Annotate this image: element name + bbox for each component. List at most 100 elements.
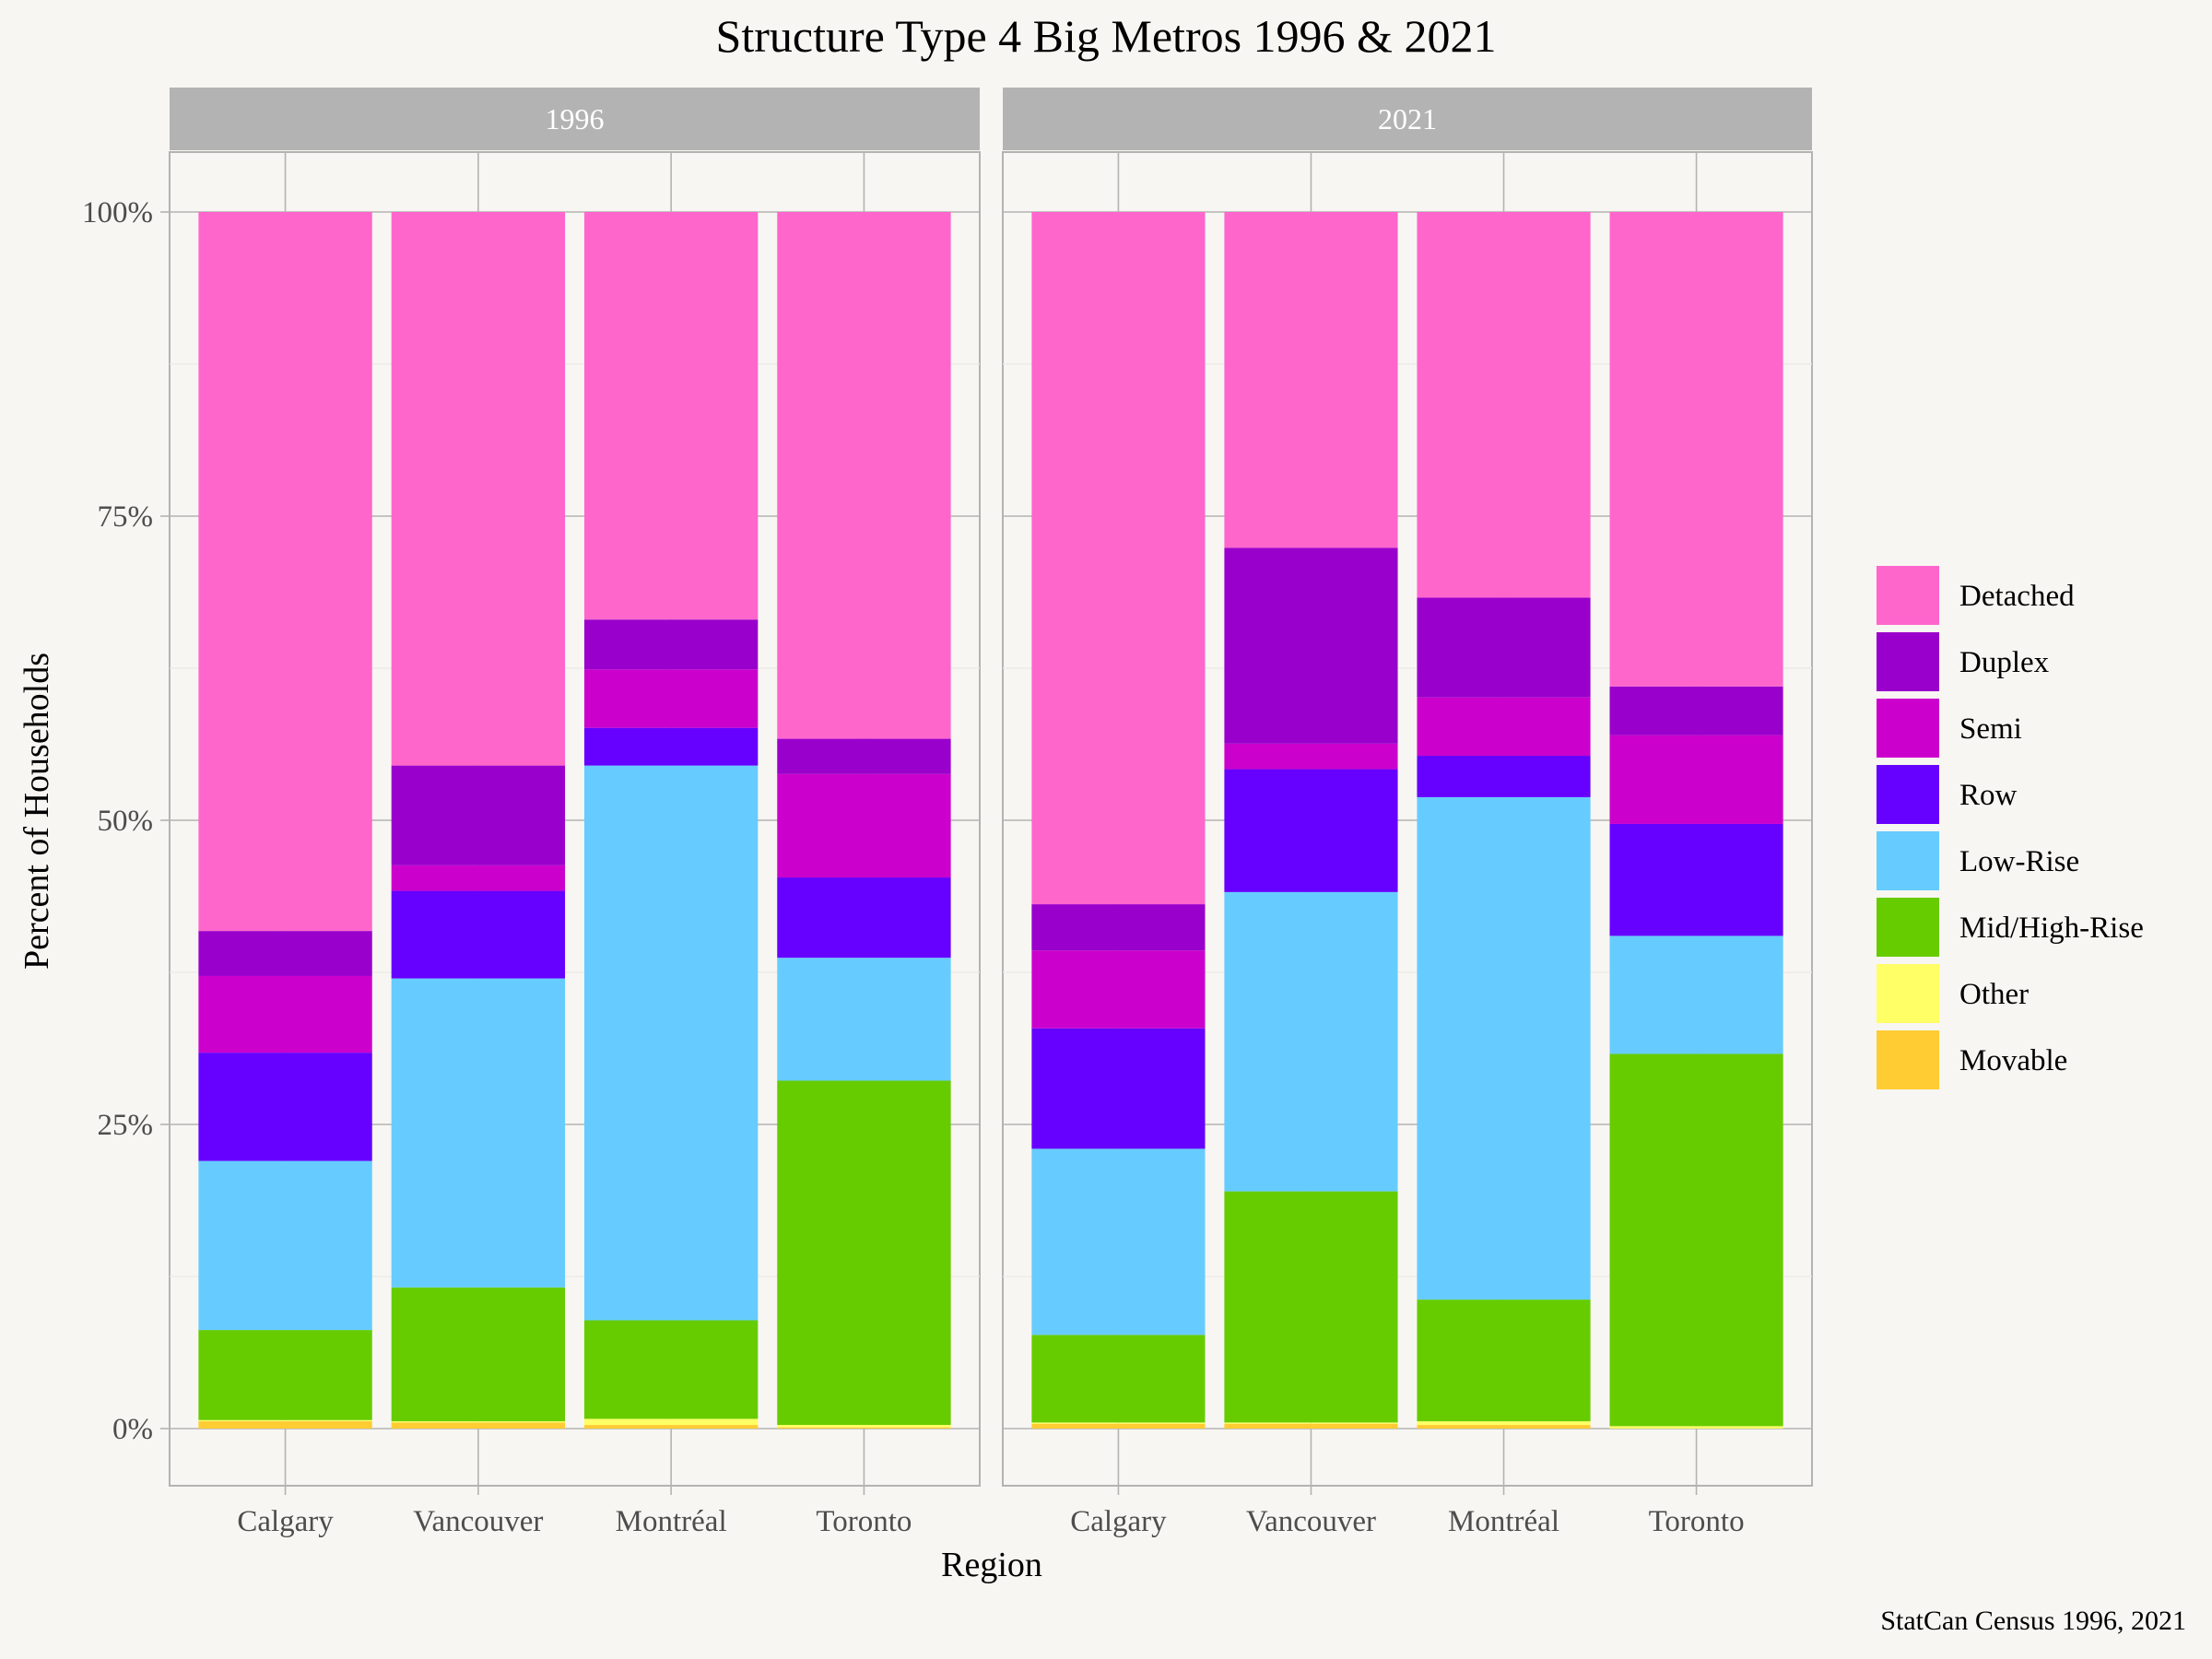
bar-segment-semi — [391, 865, 566, 891]
y-tick-label: 50% — [98, 805, 154, 838]
bar-segment-duplex — [1417, 597, 1591, 698]
bar-segment-semi — [198, 975, 372, 1053]
legend-label: Low-Rise — [1959, 845, 2079, 878]
legend-item-other: Other — [1877, 964, 2029, 1023]
legend-label: Semi — [1959, 712, 2022, 746]
legend-item-duplex: Duplex — [1877, 632, 2050, 691]
bar-segment-duplex — [1609, 686, 1783, 735]
bar-segment-duplex — [583, 619, 759, 670]
bar-segment-mid-high-rise — [1417, 1300, 1591, 1422]
legend-label: Duplex — [1959, 646, 2050, 679]
bar-segment-semi — [583, 669, 759, 728]
bar-segment-detached — [1609, 212, 1783, 687]
legend-key — [1877, 1030, 1939, 1089]
bar-segment-mid-high-rise — [1609, 1053, 1783, 1427]
bar-segment-mid-high-rise — [583, 1320, 759, 1419]
legend-label: Movable — [1959, 1044, 2067, 1077]
bar-segment-low-rise — [1417, 796, 1591, 1300]
x-axis-title: Region — [941, 1546, 1042, 1584]
bar-segment-other — [1417, 1421, 1591, 1426]
legend-key — [1877, 765, 1939, 824]
facet-strip — [170, 88, 980, 150]
y-tick-label: 0% — [112, 1413, 153, 1446]
x-tick-label: Toronto — [816, 1505, 912, 1538]
bar-segment-other — [777, 1425, 951, 1428]
legend: Detached Duplex Semi Row Low-Rise Mid/High-Ri… — [1877, 566, 2144, 1089]
bar-stack-toronto-2021 — [1609, 212, 1783, 1429]
legend-key — [1877, 632, 1939, 691]
bar-stack-montreal-1996 — [583, 212, 759, 1429]
y-tick-label: 75% — [98, 500, 154, 534]
bar-segment-detached — [1031, 212, 1206, 905]
bar-segment-semi — [1609, 735, 1783, 824]
legend-label: Mid/High-Rise — [1959, 912, 2144, 945]
bar-segment-row — [391, 890, 566, 979]
legend-item-detached: Detached — [1877, 566, 2075, 625]
bar-segment-low-rise — [1609, 935, 1783, 1054]
legend-key — [1877, 964, 1939, 1023]
bar-segment-other — [1031, 1422, 1206, 1424]
facet-panel-1996: 1996 Calgary Vancouver Montréal Toronto — [169, 88, 981, 1538]
x-tick-label: Vancouver — [1246, 1505, 1376, 1538]
y-axis-title: Percent of Households — [18, 653, 56, 970]
bar-segment-mid-high-rise — [198, 1330, 372, 1420]
facet-panels: 1996 Calgary Vancouver Montréal Toronto 2021 C… — [82, 88, 1813, 1538]
bar-segment-duplex — [1031, 904, 1206, 951]
x-tick-label: Toronto — [1649, 1505, 1745, 1538]
bar-segment-movable — [391, 1422, 566, 1429]
bar-segment-semi — [1031, 950, 1206, 1029]
legend-label: Detached — [1959, 580, 2075, 613]
bar-segment-row — [1417, 756, 1591, 797]
y-axis: 0% 25% 50% 75% 100% — [82, 196, 170, 1446]
bar-segment-other — [198, 1419, 372, 1422]
bar-segment-duplex — [198, 931, 372, 976]
bar-stack-calgary-2021 — [1031, 212, 1206, 1429]
y-tick-label: 25% — [98, 1109, 154, 1142]
bar-segment-low-rise — [198, 1160, 372, 1331]
bar-segment-semi — [1417, 697, 1591, 757]
bar-segment-mid-high-rise — [1031, 1335, 1206, 1423]
bar-segment-detached — [583, 212, 759, 620]
panel-border — [169, 151, 981, 1487]
x-tick-label: Montréal — [616, 1505, 727, 1538]
legend-item-movable: Movable — [1877, 1030, 2067, 1089]
bar-segment-row — [777, 877, 951, 959]
bar-stack-vancouver-1996 — [391, 212, 566, 1429]
facet-strip — [1003, 88, 1812, 150]
panel-border — [1002, 151, 1813, 1487]
bar-segment-movable — [1417, 1425, 1591, 1429]
bar-segment-detached — [1417, 212, 1591, 598]
legend-item-low-rise: Low-Rise — [1877, 831, 2079, 890]
bar-stack-toronto-1996 — [777, 212, 951, 1429]
bar-segment-row — [1609, 823, 1783, 936]
bar-segment-duplex — [1224, 547, 1398, 744]
bar-segment-row — [1224, 769, 1398, 892]
source-caption: StatCan Census 1996, 2021 — [1880, 1606, 2186, 1636]
chart-title: Structure Type 4 Big Metros 1996 & 2021 — [716, 10, 1497, 62]
bar-segment-other — [583, 1418, 759, 1426]
bar-segment-movable — [583, 1425, 759, 1429]
bar-segment-movable — [1224, 1423, 1398, 1429]
bar-stack-calgary-1996 — [198, 212, 372, 1429]
facet-strip-label: 1996 — [546, 102, 605, 135]
bar-segment-duplex — [391, 765, 566, 865]
bar-stack-vancouver-2021 — [1224, 212, 1398, 1429]
bar-segment-semi — [777, 773, 951, 878]
bar-segment-detached — [1224, 212, 1398, 548]
bar-segment-detached — [198, 212, 372, 932]
bar-segment-detached — [777, 212, 951, 739]
legend-item-semi: Semi — [1877, 699, 2022, 758]
bar-segment-mid-high-rise — [777, 1080, 951, 1426]
bar-segment-row — [1031, 1028, 1206, 1149]
bar-segment-mid-high-rise — [391, 1287, 566, 1422]
legend-item-mid-high-rise: Mid/High-Rise — [1877, 898, 2144, 957]
bar-segment-semi — [1224, 743, 1398, 770]
x-tick-label: Vancouver — [413, 1505, 543, 1538]
bar-segment-movable — [1031, 1423, 1206, 1429]
legend-label: Row — [1959, 779, 2018, 812]
legend-label: Other — [1959, 978, 2029, 1011]
bar-segment-low-rise — [1031, 1148, 1206, 1335]
bar-segment-other — [1609, 1426, 1783, 1429]
facet-panel-2021: 2021 Calgary Vancouver Montréal Toronto — [1002, 88, 1813, 1538]
